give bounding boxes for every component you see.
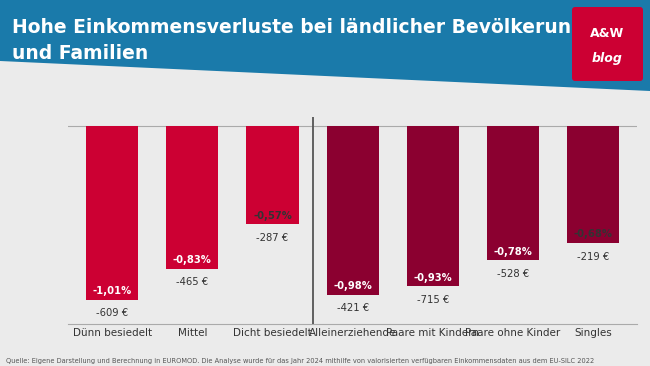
Text: -0,93%: -0,93% xyxy=(413,273,452,283)
Text: und Familien: und Familien xyxy=(12,44,148,63)
Polygon shape xyxy=(0,0,650,91)
Bar xyxy=(86,126,138,300)
Bar xyxy=(567,126,619,243)
FancyBboxPatch shape xyxy=(572,7,643,81)
Text: -421 €: -421 € xyxy=(337,303,369,313)
Text: -0,78%: -0,78% xyxy=(493,247,532,257)
Text: -0,57%: -0,57% xyxy=(253,210,292,220)
Text: -0,98%: -0,98% xyxy=(333,281,372,291)
Text: -609 €: -609 € xyxy=(96,309,128,318)
Text: Quelle: Eigene Darstellung und Berechnung in EUROMOD. Die Analyse wurde für das : Quelle: Eigene Darstellung und Berechnun… xyxy=(6,358,595,364)
Text: blog: blog xyxy=(592,52,623,66)
Text: -465 €: -465 € xyxy=(176,277,209,287)
Text: -715 €: -715 € xyxy=(417,295,449,305)
Text: -219 €: -219 € xyxy=(577,251,609,262)
Text: -528 €: -528 € xyxy=(497,269,529,279)
Text: Hohe Einkommensverluste bei ländlicher Bevölkerung: Hohe Einkommensverluste bei ländlicher B… xyxy=(12,18,584,37)
Bar xyxy=(487,126,539,260)
Text: -0,83%: -0,83% xyxy=(173,255,212,265)
Bar xyxy=(326,126,379,295)
Bar xyxy=(166,126,218,269)
Text: -287 €: -287 € xyxy=(257,232,289,243)
Bar xyxy=(246,126,298,224)
Text: -0,68%: -0,68% xyxy=(573,229,612,239)
Bar xyxy=(407,126,459,286)
Text: -1,01%: -1,01% xyxy=(93,286,132,296)
Text: A&W: A&W xyxy=(590,27,625,40)
